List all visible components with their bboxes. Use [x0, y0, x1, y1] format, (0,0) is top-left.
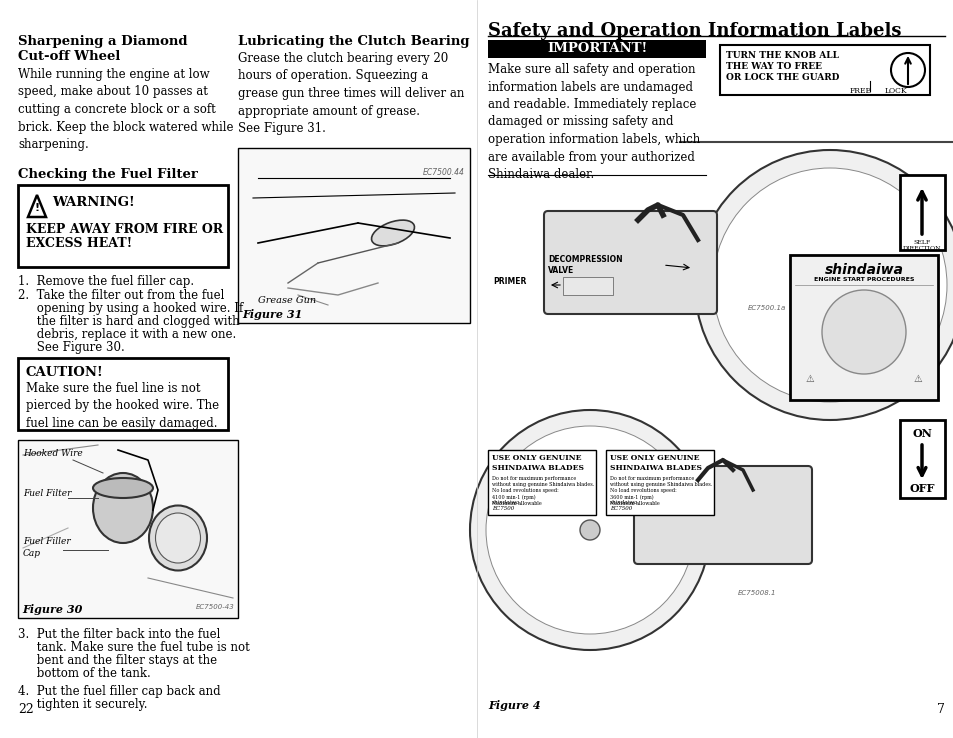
Text: FREE: FREE: [849, 87, 871, 95]
Text: Grease Gun: Grease Gun: [257, 296, 315, 305]
Text: EC7500.1a: EC7500.1a: [747, 305, 785, 311]
Text: Make sure the fuel line is not
pierced by the hooked wire. The
fuel line can be : Make sure the fuel line is not pierced b…: [26, 382, 219, 430]
Text: See Figure 30.: See Figure 30.: [18, 341, 125, 354]
FancyBboxPatch shape: [543, 211, 717, 314]
Circle shape: [821, 290, 905, 374]
Text: shindaiwa: shindaiwa: [823, 263, 902, 277]
Text: Grease the clutch bearing every 20
hours of operation. Squeezing a
grease gun th: Grease the clutch bearing every 20 hours…: [237, 52, 464, 135]
Bar: [720, 45, 929, 95]
Circle shape: [890, 53, 924, 87]
Text: Lubricating the Clutch Bearing: Lubricating the Clutch Bearing: [237, 35, 469, 48]
Text: Sharpening a Diamond: Sharpening a Diamond: [18, 35, 188, 48]
Text: KEEP AWAY FROM FIRE OR: KEEP AWAY FROM FIRE OR: [26, 223, 223, 236]
Bar: [562, 277, 613, 295]
Text: opening by using a hooked wire. If: opening by using a hooked wire. If: [18, 302, 243, 315]
Text: PRIMER: PRIMER: [493, 277, 526, 286]
Text: tighten it securely.: tighten it securely.: [18, 698, 148, 711]
Circle shape: [817, 273, 841, 297]
Circle shape: [485, 426, 693, 634]
Text: ON: ON: [911, 428, 931, 439]
Text: THE WAY TO FREE: THE WAY TO FREE: [725, 62, 821, 71]
Text: While running the engine at low
speed, make about 10 passes at
cutting a concret: While running the engine at low speed, m…: [18, 68, 233, 151]
Bar: [18, 185, 228, 267]
Circle shape: [712, 168, 946, 402]
Text: Make sure all safety and operation
information labels are undamaged
and readable: Make sure all safety and operation infor…: [488, 63, 700, 181]
Text: ⚠: ⚠: [913, 374, 922, 384]
Text: bent and the filter stays at the: bent and the filter stays at the: [18, 654, 217, 667]
Bar: [488, 40, 705, 58]
Text: Do not for maximum performance
without using genuine Shindaiwa blades.
No load r: Do not for maximum performance without u…: [609, 476, 712, 506]
Text: SELF
DIRECTION: SELF DIRECTION: [902, 240, 941, 251]
Text: the filter is hard and clogged with: the filter is hard and clogged with: [18, 315, 239, 328]
Text: Safety and Operation Information Labels: Safety and Operation Information Labels: [488, 22, 901, 40]
Text: EC7500-43: EC7500-43: [196, 604, 234, 610]
Ellipse shape: [92, 478, 152, 498]
Text: IMPORTANT!: IMPORTANT!: [546, 43, 646, 55]
Text: debris, replace it with a new one.: debris, replace it with a new one.: [18, 328, 236, 341]
Text: USE ONLY GENUINE: USE ONLY GENUINE: [492, 454, 581, 462]
Text: ⚠: ⚠: [804, 374, 814, 384]
Text: 4.  Put the fuel filler cap back and: 4. Put the fuel filler cap back and: [18, 685, 220, 698]
Text: Cap: Cap: [23, 549, 41, 558]
Bar: [605, 450, 713, 515]
FancyBboxPatch shape: [634, 466, 811, 564]
Ellipse shape: [149, 506, 207, 570]
Text: 1.  Remove the fuel filler cap.: 1. Remove the fuel filler cap.: [18, 275, 193, 288]
Text: SHINDAIWA BLADES: SHINDAIWA BLADES: [609, 464, 701, 472]
Text: 7: 7: [936, 703, 944, 716]
Text: !: !: [34, 203, 39, 213]
Ellipse shape: [155, 513, 200, 563]
Bar: [789, 255, 937, 400]
Circle shape: [470, 410, 709, 650]
Text: tank. Make sure the fuel tube is not: tank. Make sure the fuel tube is not: [18, 641, 250, 654]
Bar: [18, 358, 228, 430]
Text: WARNING!: WARNING!: [52, 196, 134, 210]
Text: OFF: OFF: [908, 483, 934, 494]
Text: ENGINE START PROCEDURES: ENGINE START PROCEDURES: [813, 277, 913, 282]
Text: USE ONLY GENUINE: USE ONLY GENUINE: [609, 454, 699, 462]
Text: Figure 4: Figure 4: [488, 700, 540, 711]
Text: bottom of the tank.: bottom of the tank.: [18, 667, 151, 680]
Text: CAUTION!: CAUTION!: [26, 366, 104, 379]
Bar: [18, 440, 237, 618]
Text: 2.  Take the filter out from the fuel: 2. Take the filter out from the fuel: [18, 289, 224, 302]
Text: Fuel Filler: Fuel Filler: [23, 537, 71, 546]
Ellipse shape: [371, 220, 414, 246]
Text: 22: 22: [18, 703, 33, 716]
Text: Checking the Fuel Filter: Checking the Fuel Filter: [18, 168, 197, 181]
Text: Cut-off Wheel: Cut-off Wheel: [18, 50, 120, 63]
Text: DECOMPRESSION
VALVE: DECOMPRESSION VALVE: [547, 255, 622, 275]
Text: Hooked Wire: Hooked Wire: [23, 449, 83, 458]
Circle shape: [695, 150, 953, 420]
Bar: [899, 175, 944, 250]
Text: shindaiwa
EC7500: shindaiwa EC7500: [609, 500, 638, 511]
Text: TURN THE KNOB ALL: TURN THE KNOB ALL: [725, 51, 838, 60]
Bar: [237, 148, 470, 323]
Text: Figure 30: Figure 30: [22, 604, 82, 615]
Circle shape: [579, 520, 599, 540]
Bar: [899, 420, 944, 498]
Text: OR LOCK THE GUARD: OR LOCK THE GUARD: [725, 73, 839, 82]
Polygon shape: [28, 195, 46, 217]
Text: LOCK: LOCK: [884, 87, 906, 95]
Bar: [488, 450, 596, 515]
Text: SHINDAIWA BLADES: SHINDAIWA BLADES: [492, 464, 583, 472]
Text: shindaiwa
EC7500: shindaiwa EC7500: [492, 500, 519, 511]
Text: EXCESS HEAT!: EXCESS HEAT!: [26, 237, 132, 250]
Text: EC75008.1: EC75008.1: [738, 590, 776, 596]
Text: Do not for maximum performance
without using genuine Shindaiwa blades.
No load r: Do not for maximum performance without u…: [492, 476, 594, 506]
Text: EC7500.44: EC7500.44: [423, 168, 464, 177]
Text: Figure 31: Figure 31: [242, 309, 302, 320]
Ellipse shape: [92, 473, 152, 543]
Text: Fuel Filter: Fuel Filter: [23, 489, 71, 497]
Text: 3.  Put the filter back into the fuel: 3. Put the filter back into the fuel: [18, 628, 220, 641]
